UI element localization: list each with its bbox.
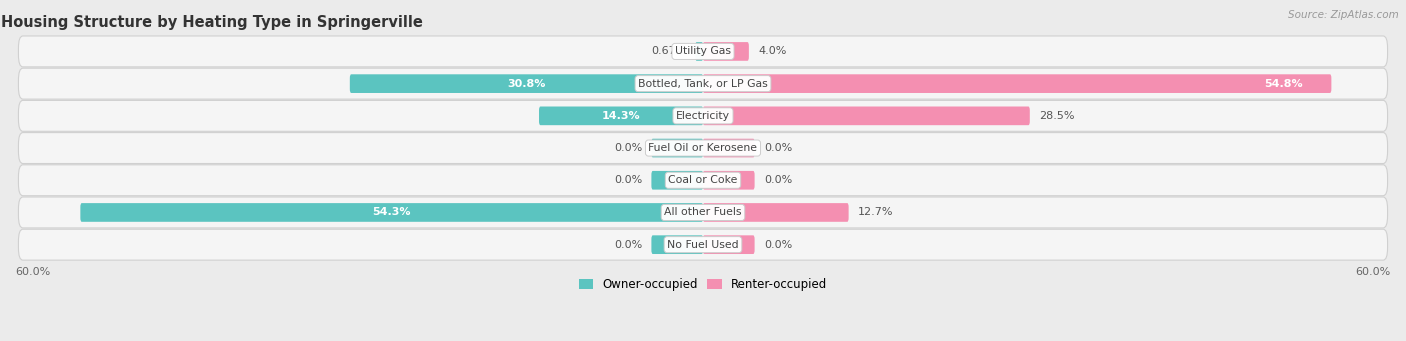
FancyBboxPatch shape bbox=[703, 171, 755, 190]
Text: Electricity: Electricity bbox=[676, 111, 730, 121]
FancyBboxPatch shape bbox=[703, 139, 755, 158]
Text: 0.0%: 0.0% bbox=[763, 240, 792, 250]
Text: Coal or Coke: Coal or Coke bbox=[668, 175, 738, 185]
Text: 54.8%: 54.8% bbox=[1264, 79, 1303, 89]
Text: 60.0%: 60.0% bbox=[1355, 267, 1391, 277]
FancyBboxPatch shape bbox=[18, 133, 1388, 164]
Text: 28.5%: 28.5% bbox=[1039, 111, 1074, 121]
FancyBboxPatch shape bbox=[696, 42, 703, 61]
FancyBboxPatch shape bbox=[703, 74, 1331, 93]
Text: 60.0%: 60.0% bbox=[15, 267, 51, 277]
Text: Fuel Oil or Kerosene: Fuel Oil or Kerosene bbox=[648, 143, 758, 153]
FancyBboxPatch shape bbox=[651, 171, 703, 190]
FancyBboxPatch shape bbox=[80, 203, 703, 222]
FancyBboxPatch shape bbox=[18, 229, 1388, 260]
Text: Housing Structure by Heating Type in Springerville: Housing Structure by Heating Type in Spr… bbox=[1, 15, 423, 30]
Text: 0.67%: 0.67% bbox=[651, 46, 686, 57]
Text: 12.7%: 12.7% bbox=[858, 207, 893, 218]
FancyBboxPatch shape bbox=[18, 36, 1388, 67]
Text: 0.0%: 0.0% bbox=[763, 143, 792, 153]
Legend: Owner-occupied, Renter-occupied: Owner-occupied, Renter-occupied bbox=[574, 273, 832, 295]
Text: 30.8%: 30.8% bbox=[508, 79, 546, 89]
Text: 0.0%: 0.0% bbox=[763, 175, 792, 185]
Text: 54.3%: 54.3% bbox=[373, 207, 411, 218]
Text: 0.0%: 0.0% bbox=[614, 175, 643, 185]
Text: No Fuel Used: No Fuel Used bbox=[668, 240, 738, 250]
FancyBboxPatch shape bbox=[651, 235, 703, 254]
Text: 4.0%: 4.0% bbox=[758, 46, 786, 57]
Text: 14.3%: 14.3% bbox=[602, 111, 640, 121]
Text: Utility Gas: Utility Gas bbox=[675, 46, 731, 57]
FancyBboxPatch shape bbox=[18, 165, 1388, 196]
FancyBboxPatch shape bbox=[703, 203, 849, 222]
FancyBboxPatch shape bbox=[703, 42, 749, 61]
FancyBboxPatch shape bbox=[651, 139, 703, 158]
FancyBboxPatch shape bbox=[18, 197, 1388, 228]
Text: 0.0%: 0.0% bbox=[614, 240, 643, 250]
Text: Bottled, Tank, or LP Gas: Bottled, Tank, or LP Gas bbox=[638, 79, 768, 89]
FancyBboxPatch shape bbox=[703, 106, 1029, 125]
FancyBboxPatch shape bbox=[350, 74, 703, 93]
FancyBboxPatch shape bbox=[18, 68, 1388, 99]
FancyBboxPatch shape bbox=[703, 235, 755, 254]
Text: All other Fuels: All other Fuels bbox=[664, 207, 742, 218]
FancyBboxPatch shape bbox=[538, 106, 703, 125]
FancyBboxPatch shape bbox=[18, 100, 1388, 131]
Text: 0.0%: 0.0% bbox=[614, 143, 643, 153]
Text: Source: ZipAtlas.com: Source: ZipAtlas.com bbox=[1288, 10, 1399, 20]
